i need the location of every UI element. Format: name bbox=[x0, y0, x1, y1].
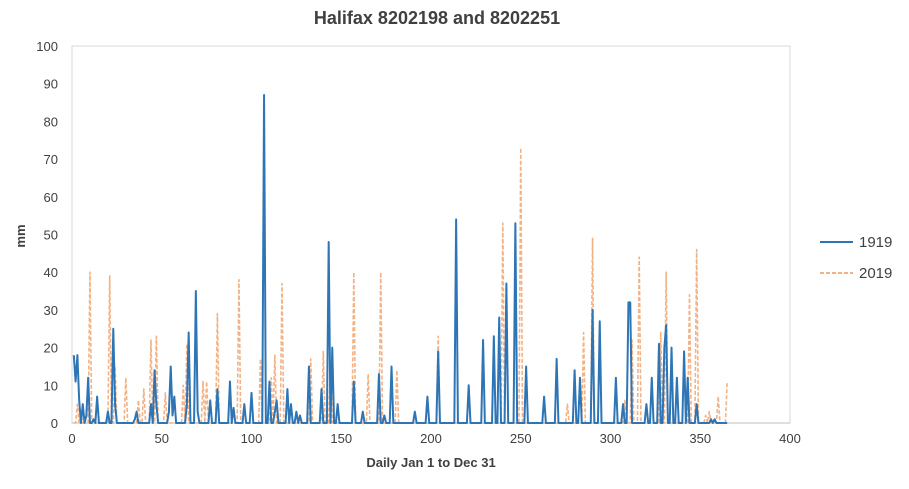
plot-frame bbox=[71, 45, 791, 424]
x-axis-title: Daily Jan 1 to Dec 31 bbox=[366, 455, 495, 470]
y-tick-label: 100 bbox=[36, 39, 58, 54]
y-tick-label: 80 bbox=[44, 114, 58, 129]
x-tick-label: 0 bbox=[68, 431, 75, 446]
y-tick-label: 40 bbox=[44, 265, 58, 280]
x-tick-label: 350 bbox=[689, 431, 711, 446]
x-tick-label: 50 bbox=[155, 431, 169, 446]
y-tick-label: 60 bbox=[44, 190, 58, 205]
x-tick-label: 100 bbox=[241, 431, 263, 446]
y-tick-label: 90 bbox=[44, 77, 58, 92]
y-tick-label: 10 bbox=[44, 378, 58, 393]
y-tick-label: 50 bbox=[44, 228, 58, 243]
legend-label: 1919 bbox=[859, 234, 892, 251]
x-tick-label: 300 bbox=[600, 431, 622, 446]
y-tick-label: 30 bbox=[44, 303, 58, 318]
y-axis-title: mm bbox=[13, 224, 28, 247]
legend-label: 2019 bbox=[859, 265, 892, 282]
x-tick-label: 200 bbox=[420, 431, 442, 446]
x-tick-label: 250 bbox=[510, 431, 532, 446]
plot-area: 0 10 20 30 40 50 60 70 80 90 100 0 50 100 150 200 250 300… bbox=[36, 39, 801, 446]
chart-title: Halifax 8202198 and 8202251 bbox=[314, 8, 560, 28]
legend: 1919 2019 bbox=[820, 234, 892, 282]
y-tick-label: 0 bbox=[51, 416, 58, 431]
series-line-1919 bbox=[72, 94, 728, 424]
x-tick-label: 400 bbox=[779, 431, 801, 446]
y-tick-label: 70 bbox=[44, 152, 58, 167]
y-tick-label: 20 bbox=[44, 341, 58, 356]
x-tick-label: 150 bbox=[330, 431, 352, 446]
